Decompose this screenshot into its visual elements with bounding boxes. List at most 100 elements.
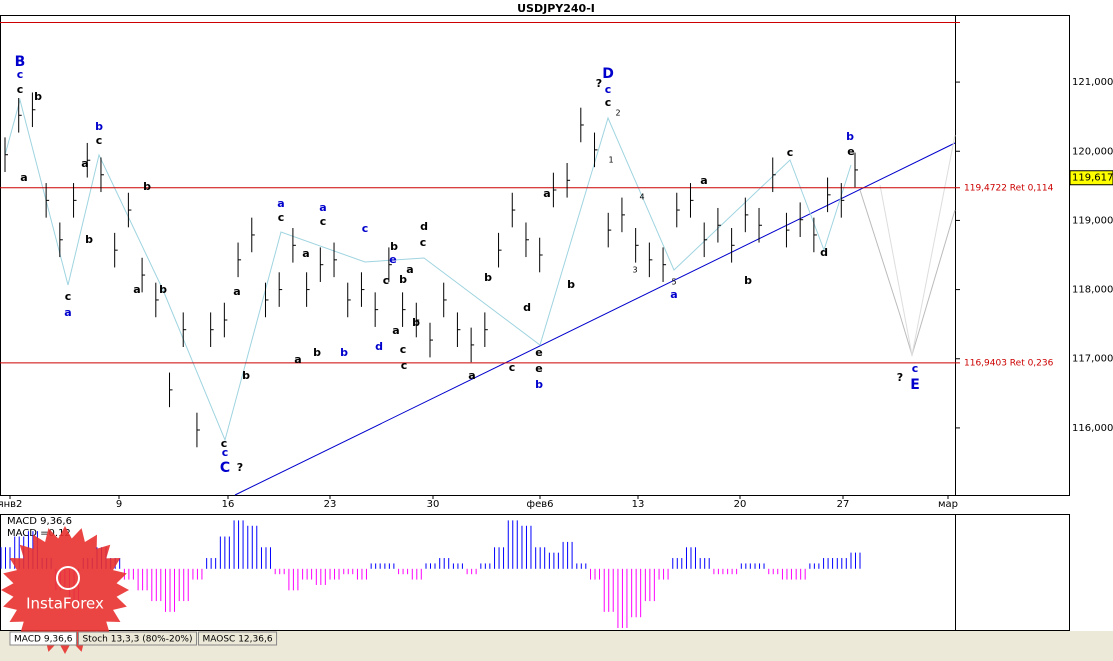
wave-label: b <box>340 346 348 359</box>
wave-label: d <box>420 220 428 233</box>
x-tick-label: 20 <box>734 499 747 510</box>
tab-frame[interactable] <box>198 631 278 646</box>
tab-frame[interactable] <box>9 631 77 646</box>
wave-label: b <box>399 273 407 286</box>
wave-label: b <box>85 233 93 246</box>
wave-label: b <box>34 90 42 103</box>
wave-label: c <box>605 83 612 96</box>
wave-label: c <box>787 146 794 159</box>
wave-label: a <box>277 197 284 210</box>
wave-label: c <box>320 215 327 228</box>
wave-label: c <box>401 359 408 372</box>
wave-label: c <box>362 222 369 235</box>
wave-label: a <box>319 201 326 214</box>
wave-label: c <box>17 68 24 81</box>
macd-value: MACD =0.12 <box>7 528 71 539</box>
wave-label: c <box>605 96 612 109</box>
wave-label: c <box>96 134 103 147</box>
wave-label: c <box>222 446 229 459</box>
wave-label: ? <box>596 77 602 90</box>
y-tick-label: 121,000 <box>1072 77 1113 88</box>
wave-label: b <box>484 271 492 284</box>
y-tick-label: 116,000 <box>1072 423 1113 434</box>
wave-label: a <box>233 285 240 298</box>
wave-label: a <box>133 283 140 296</box>
wave-label: a <box>468 369 475 382</box>
x-tick-label: 9 <box>116 499 122 510</box>
wave-label: e <box>847 145 854 158</box>
wave-label: a <box>20 171 27 184</box>
wave-label: c <box>400 343 407 356</box>
logo-badge <box>1 526 129 654</box>
wave-label: a <box>392 324 399 337</box>
price-label: 119,617 <box>1072 173 1113 184</box>
logo-icon <box>56 566 80 590</box>
x-tick-label: фев6 <box>527 499 554 510</box>
x-tick-label: 23 <box>324 499 337 510</box>
wave-label: c <box>509 361 516 374</box>
price-pane <box>0 15 1070 496</box>
tab[interactable]: Stoch 13,3,3 (80%-20%) <box>82 635 192 645</box>
wave-label: c <box>420 236 427 249</box>
wave-label: a <box>700 174 707 187</box>
x-tick-label: 13 <box>632 499 645 510</box>
wave-label: d <box>820 246 828 259</box>
wave-label: ? <box>897 371 903 384</box>
wave-label: e <box>389 253 396 266</box>
y-tick-label: 118,000 <box>1072 285 1113 296</box>
wave-label: a <box>294 353 301 366</box>
x-tick-label: мар <box>938 499 958 510</box>
tab[interactable]: MAOSC 12,36,6 <box>203 635 273 645</box>
wave-label: c <box>912 362 919 375</box>
price-box <box>1069 170 1113 186</box>
wave-label: e <box>535 346 542 359</box>
trend-line <box>234 142 956 496</box>
wave-label: 3 <box>632 266 637 275</box>
wave-label: B <box>15 54 26 70</box>
wave-label: e <box>535 362 542 375</box>
logo-text: InstaForex <box>26 595 104 613</box>
tab[interactable]: MACD 9,36,6 <box>14 635 73 645</box>
x-tick-label: 30 <box>427 499 440 510</box>
macd-name: MACD 9,36,6 <box>7 516 72 527</box>
wave-label: b <box>95 120 103 133</box>
wave-label: a <box>670 288 677 301</box>
y-tick-label: 117,000 <box>1072 354 1113 365</box>
chart-title: USDJPY240-I <box>517 2 595 15</box>
wave-label: c <box>383 274 390 287</box>
y-tick-label: 119,000 <box>1072 215 1113 226</box>
wave-label: b <box>744 274 752 287</box>
wave-label: b <box>143 180 151 193</box>
wave-label: c <box>278 211 285 224</box>
wave-label: E <box>910 377 920 393</box>
x-tick-label: янв2 <box>0 499 22 510</box>
tab-frame[interactable] <box>77 631 197 646</box>
x-tick-label: 27 <box>837 499 850 510</box>
wave-label: a <box>302 247 309 260</box>
macd-pane <box>0 514 1070 631</box>
wave-label: b <box>412 316 420 329</box>
x-tick-label: 16 <box>222 499 235 510</box>
wave-label: a <box>64 306 71 319</box>
wave-label: a <box>406 263 413 276</box>
wave-label: 5 <box>671 278 676 287</box>
wave-label: b <box>159 283 167 296</box>
wave-label: d <box>523 301 531 314</box>
wave-path <box>4 98 852 442</box>
wave-label: 4 <box>639 193 644 202</box>
wave-label: a <box>543 187 550 200</box>
projection <box>859 189 956 357</box>
wave-label: a <box>81 157 88 170</box>
wave-label: c <box>221 437 228 450</box>
level-label: 119,4722 Ret 0,114 <box>964 183 1054 193</box>
wave-label: b <box>846 130 854 143</box>
wave-label: 1 <box>608 156 613 165</box>
wave-label: ? <box>237 461 243 474</box>
wave-label: c <box>17 83 24 96</box>
wave-label: D <box>602 66 614 82</box>
level-label: 116,9403 Ret 0,236 <box>964 358 1054 368</box>
wave-label: C <box>220 460 230 476</box>
wave-label: b <box>242 369 250 382</box>
y-tick-label: 120,000 <box>1072 146 1113 157</box>
